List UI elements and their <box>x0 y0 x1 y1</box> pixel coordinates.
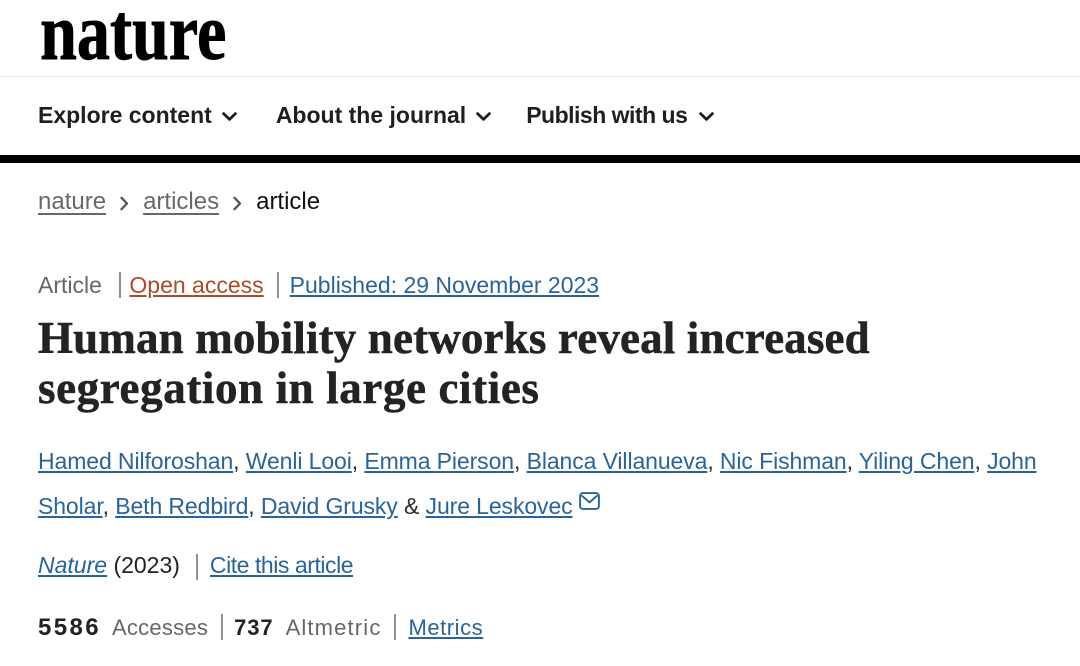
svg-text:nature: nature <box>40 0 226 70</box>
